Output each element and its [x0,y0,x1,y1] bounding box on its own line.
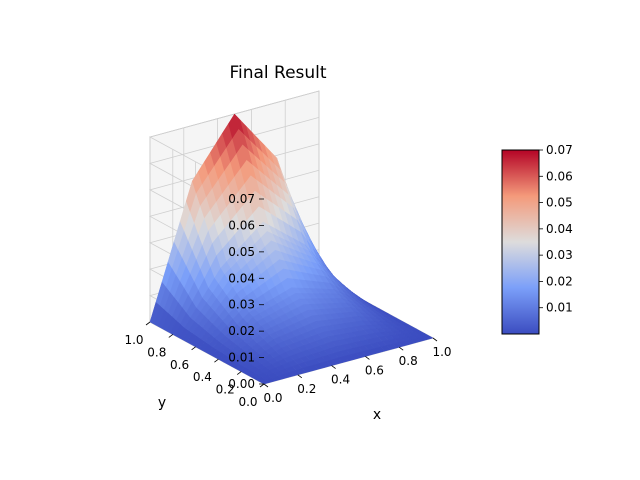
chart-title: Final Result [229,63,326,83]
colorbar-gradient [501,149,540,335]
axis-ticks: 0.00.20.40.60.81.00.00.20.40.60.81.00.00… [124,192,451,409]
z-tick-label: 0.04 [228,271,255,285]
colorbar-tick-label: 0.02 [546,274,573,288]
colorbar-tick-label: 0.05 [546,196,573,210]
x-tick-label: 0.0 [263,391,282,405]
colorbar-tick-label: 0.06 [546,169,573,183]
colorbar: 0.01 0.02 0.03 0.04 0.05 0.06 0.07 [501,143,573,335]
y-tick-mark [236,371,242,375]
y-tick-label: 0.2 [216,383,235,397]
x-tick-mark [398,346,404,351]
x-tick-label: 0.4 [331,373,350,387]
y-tick-mark [214,358,219,363]
z-tick-label: 0.01 [228,351,255,365]
y-tick-label: 0.0 [238,395,257,409]
colorbar-tick-label: 0.01 [546,301,573,315]
x-tick-label: 0.8 [399,354,418,368]
z-tick-label: 0.00 [228,377,255,391]
z-tick-label: 0.07 [228,192,255,206]
colorbar-tick-label: 0.07 [546,143,573,157]
x-tick-mark [365,356,370,360]
z-tick-label: 0.02 [228,324,255,338]
z-tick-label: 0.03 [228,298,255,312]
y-tick-label: 1.0 [124,333,143,347]
colorbar-tick-label: 0.04 [546,222,573,236]
x-axis-label: x [373,407,381,423]
y-tick-label: 0.4 [193,370,212,384]
y-tick-mark [191,346,196,351]
y-tick-label: 0.6 [170,358,189,372]
y-tick-label: 0.8 [147,345,166,359]
y-tick-mark [168,334,174,338]
x-tick-label: 0.6 [365,363,384,377]
y-tick-mark [259,383,265,388]
colorbar-ticks: 0.01 0.02 0.03 0.04 0.05 0.06 0.07 [539,143,573,315]
z-tick-label: 0.06 [228,218,255,232]
surface-plot [149,113,434,385]
y-axis-label: y [158,395,166,411]
x-tick-mark [432,337,438,342]
x-tick-mark [297,374,303,379]
x-tick-mark [331,365,336,369]
x-tick-label: 1.0 [432,345,451,359]
surface-patch [422,335,434,340]
colorbar-tick-label: 0.03 [546,248,573,262]
x-tick-label: 0.2 [297,382,316,396]
z-tick-label: 0.05 [228,245,255,259]
y-tick-mark [145,321,151,326]
x-tick-mark [263,383,269,388]
